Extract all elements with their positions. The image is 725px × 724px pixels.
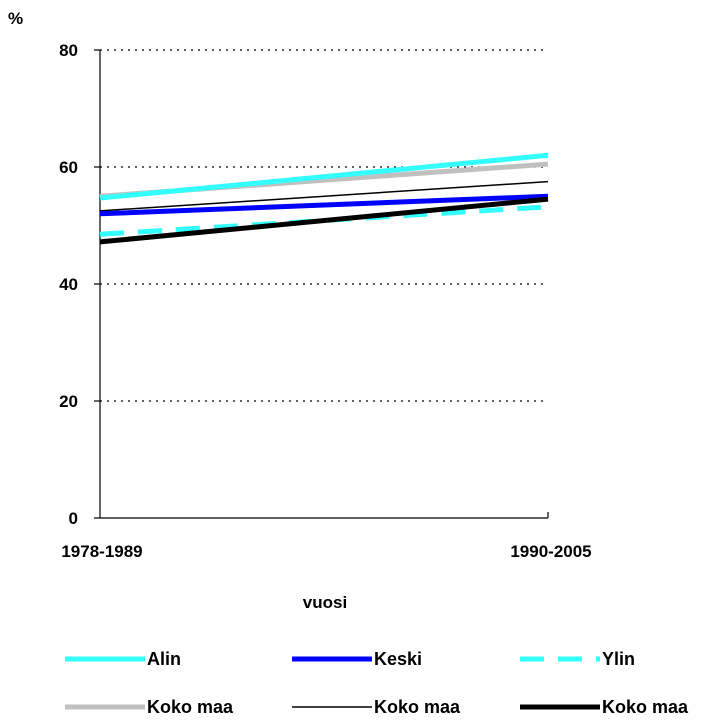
- x-tick-label: 1978-1989: [61, 542, 142, 561]
- y-tick-label: 20: [59, 392, 78, 411]
- grid-lines: [100, 49, 548, 402]
- y-tick-labels: 0 20 40 60 80: [59, 41, 78, 528]
- y-tick-label: 40: [59, 275, 78, 294]
- legend: Alin Keski Ylin Koko maa Koko maa Koko maa: [65, 649, 689, 717]
- x-axis-label: vuosi: [303, 593, 347, 612]
- legend-item: Keski: [292, 649, 422, 669]
- legend-label: Alin: [147, 649, 181, 669]
- legend-label: Koko maa: [374, 697, 461, 717]
- x-tick-labels: 1978-1989 1990-2005: [61, 542, 591, 561]
- legend-label: Koko maa: [602, 697, 689, 717]
- y-tick-label: 80: [59, 41, 78, 60]
- axes: [94, 49, 549, 519]
- legend-label: Koko maa: [147, 697, 234, 717]
- legend-label: Keski: [374, 649, 422, 669]
- x-tick-label: 1990-2005: [510, 542, 591, 561]
- y-axis-label: %: [8, 9, 23, 28]
- series-line: [99, 152, 549, 201]
- legend-label: Ylin: [602, 649, 635, 669]
- y-tick-label: 0: [69, 509, 78, 528]
- series-line: [99, 180, 549, 212]
- legend-item: Koko maa: [292, 697, 461, 717]
- legend-item: Ylin: [520, 649, 635, 669]
- legend-item: Alin: [65, 649, 181, 669]
- series-line: [99, 193, 549, 217]
- series-line: [99, 196, 549, 245]
- series-lines: [99, 152, 549, 245]
- y-tick-label: 60: [59, 158, 78, 177]
- legend-item: Koko maa: [65, 697, 234, 717]
- legend-item: Koko maa: [520, 697, 689, 717]
